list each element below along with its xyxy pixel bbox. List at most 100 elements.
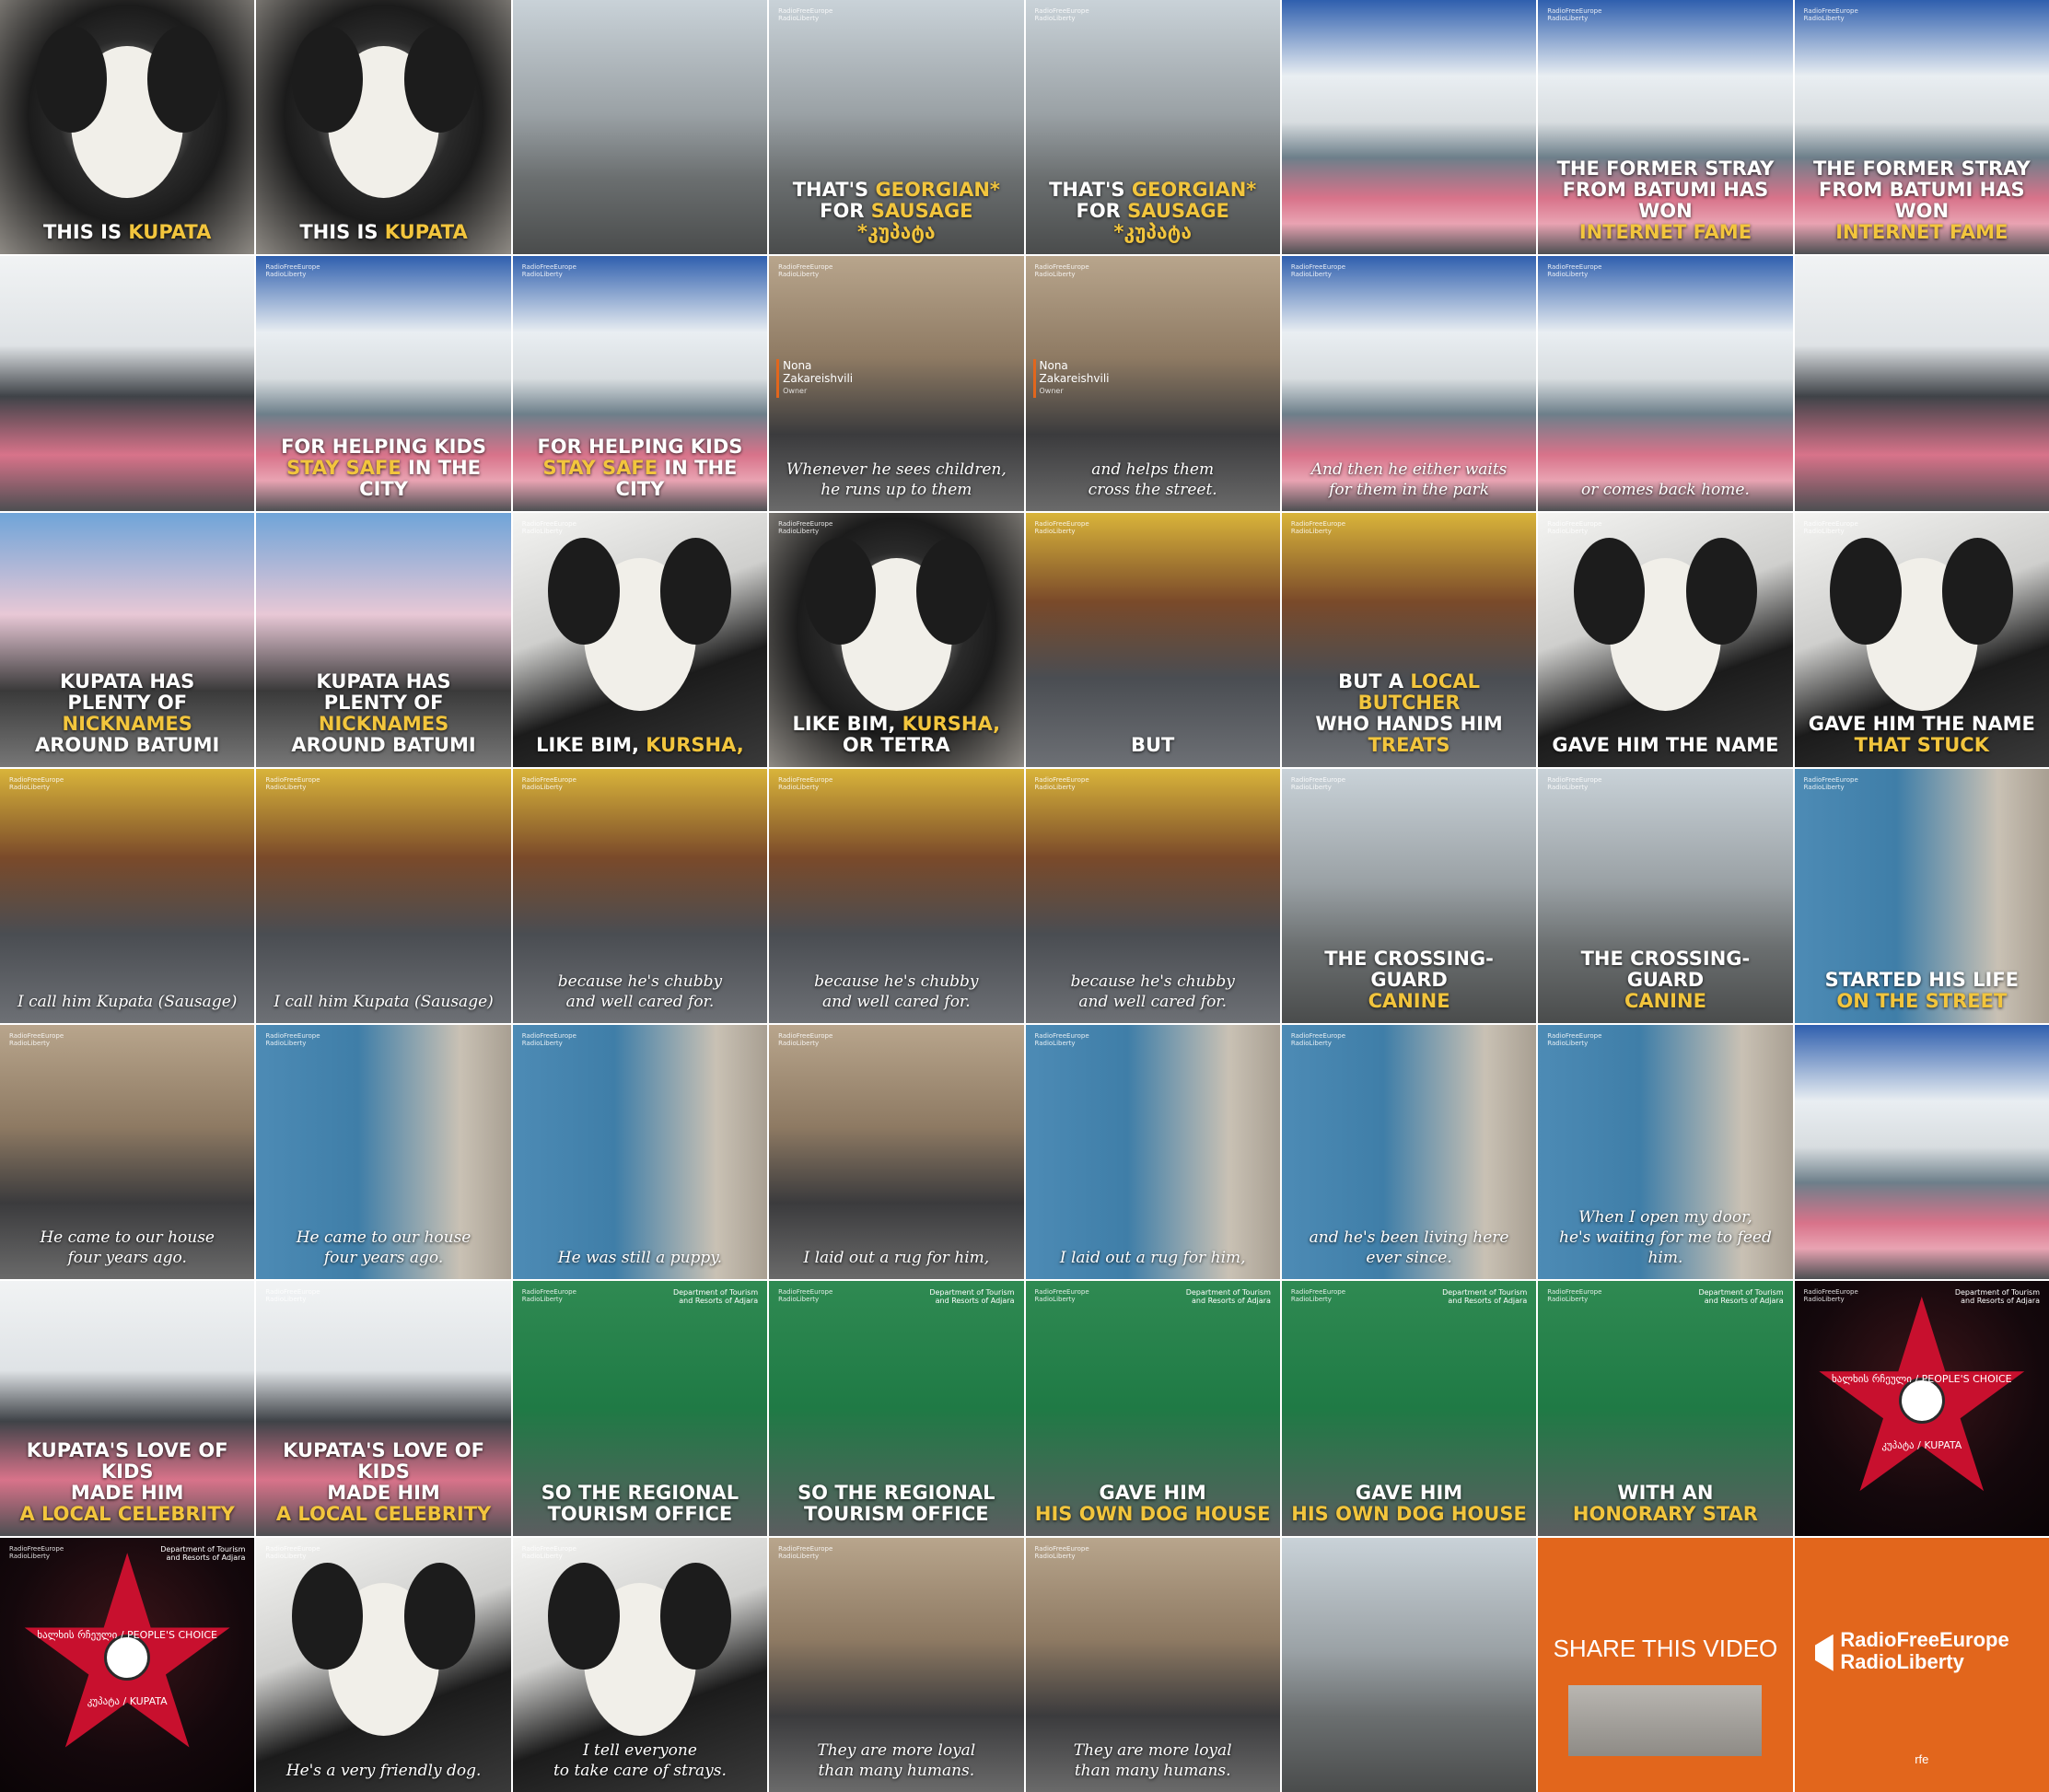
rferl-logo-icon: RadioFreeEurope RadioLiberty <box>1290 1032 1346 1048</box>
rferl-logo-icon: RadioFreeEurope RadioLiberty <box>1547 1288 1602 1304</box>
rferl-logo-icon: RadioFreeEurope RadioLiberty <box>1034 7 1089 22</box>
dog-ear-left <box>292 1563 364 1670</box>
video-frame: RadioFreeEurope RadioLiberty THE FORMER ST… <box>1538 0 1793 255</box>
rferl-logo-icon: RadioFreeEurope RadioLiberty <box>1034 263 1089 279</box>
rferl-logo-icon: RadioFreeEurope RadioLiberty <box>1547 7 1602 22</box>
video-frame: RadioFreeEurope RadioLiberty GAVE HIM THE … <box>1538 512 1793 767</box>
rferl-logo-icon: RadioFreeEurope RadioLiberty <box>1034 775 1089 791</box>
dog-ear-right <box>403 1563 476 1670</box>
speaker-name-tag: Nona Zakareishvili Owner <box>776 359 853 399</box>
share-video-thumbnail[interactable] <box>1568 1684 1763 1757</box>
rferl-logo-icon: RadioFreeEurope RadioLiberty <box>778 775 833 791</box>
frame-caption: THAT'S GEORGIAN* FOR SAUSAGE *კუპატა <box>792 179 1000 244</box>
video-frame: RadioFreeEurope RadioLiberty I tell everyo… <box>512 1537 768 1792</box>
rferl-logo-icon: RadioFreeEurope RadioLiberty <box>1034 1544 1089 1560</box>
frame-caption: BUT <box>1130 733 1175 756</box>
rferl-logo-icon: RadioFreeEurope RadioLiberty <box>1803 7 1858 22</box>
video-frame: RadioFreeEurope RadioLiberty I laid out a … <box>1025 1025 1280 1280</box>
rferl-logo-icon: RadioFreeEurope RadioLiberty <box>1290 263 1346 279</box>
video-frame: RadioFreeEurope RadioLiberty Department of… <box>769 1281 1024 1536</box>
frame-caption: STARTED HIS LIFE ON THE STREET <box>1824 969 2020 1013</box>
frame-caption: THE CROSSING-GUARD CANINE <box>1580 948 1751 1013</box>
frame-caption: THAT'S GEORGIAN* FOR SAUSAGE *კუპატა <box>1049 179 1257 244</box>
frame-caption: THE FORMER STRAY FROM BATUMI HAS WON INTER… <box>1556 157 1775 244</box>
video-frame <box>1794 256 2049 511</box>
frame-subtitle: or comes back home. <box>1581 480 1750 499</box>
rferl-logo-icon: RadioFreeEurope RadioLiberty <box>521 1544 576 1560</box>
video-frame <box>1281 0 1537 255</box>
dog-ear-right <box>660 538 732 646</box>
rferl-logo-icon: RadioFreeEurope RadioLiberty <box>1034 1032 1089 1048</box>
video-frame <box>512 0 768 255</box>
dog-ear-left <box>1573 538 1646 646</box>
frame-subtitle: I call him Kupata (Sausage) <box>17 993 238 1012</box>
frame-subtitle: He came to our house four years ago. <box>296 1228 472 1268</box>
rferl-logo-icon: RadioFreeEurope RadioLiberty <box>1547 1032 1602 1048</box>
video-frame: RadioFreeEurope RadioLiberty and he's been… <box>1281 1025 1537 1280</box>
rferl-logo-icon: RadioFreeEurope RadioLiberty <box>1803 1288 1858 1304</box>
rferl-logo-icon: RadioFreeEurope RadioLiberty <box>778 1288 833 1304</box>
frame-caption: WITH AN HONORARY STAR <box>1572 1481 1758 1525</box>
frame-caption: KUPATA HAS PLENTY OF NICKNAMES AROUND BATU… <box>291 669 476 756</box>
video-frame: RadioFreeEurope RadioLiberty Nona Zakareish… <box>769 256 1024 511</box>
frame-subtitle: He was still a puppy. <box>557 1249 723 1268</box>
video-frame: RadioFreeEurope RadioLiberty He came to ou… <box>256 1025 511 1280</box>
rferl-logo-icon: RadioFreeEurope RadioLiberty <box>778 1032 833 1048</box>
video-frame: RadioFreeEurope RadioLiberty FOR HELPING K… <box>512 256 768 511</box>
video-frame: RadioFreeEurope RadioLiberty LIKE BIM, KUR… <box>512 512 768 767</box>
frame-subtitle: He came to our house four years ago. <box>40 1228 215 1268</box>
department-credit: Department of Tourism and Resorts of Adja… <box>929 1288 1015 1306</box>
frame-subtitle: I tell everyone to take care of strays. <box>553 1740 727 1780</box>
frame-subtitle: because he's chubby and well cared for. <box>1070 972 1235 1012</box>
video-frame: RadioFreeEurope RadioLiberty I call him Ku… <box>256 768 511 1024</box>
video-frame: RadioFreeEurope RadioLiberty FOR HELPING K… <box>256 256 511 511</box>
rferl-logo-icon: RadioFreeEurope RadioLiberty <box>9 1032 64 1048</box>
star-title: ხალხის რჩეული / PEOPLE'S CHOICE <box>1832 1372 2012 1385</box>
share-video-text[interactable]: SHARE THIS VIDEO <box>1553 1634 1778 1662</box>
frame-caption: KUPATA'S LOVE OF KIDS MADE HIM A LOCAL CEL… <box>275 1438 492 1525</box>
video-frame <box>1794 1025 2049 1280</box>
video-frame: RadioFreeEurope RadioLiberty THE FORMER ST… <box>1794 0 2049 255</box>
frame-caption: GAVE HIM THE NAME <box>1552 733 1779 756</box>
paw-print-icon <box>1898 1378 1945 1425</box>
frame-subtitle: and helps them cross the street. <box>1088 460 1217 499</box>
dog-ear-right <box>147 25 219 133</box>
video-frame: RadioFreeEurope RadioLiberty And then he e… <box>1281 256 1537 511</box>
rferl-logo-icon: RadioFreeEurope RadioLiberty <box>9 775 64 791</box>
frame-subtitle: They are more loyal than many humans. <box>817 1740 976 1780</box>
video-frame: THIS IS KUPATA <box>256 0 511 255</box>
rferl-logo-icon: RadioFreeEurope RadioLiberty <box>778 1544 833 1560</box>
rferl-logo-icon: RadioFreeEurope RadioLiberty <box>265 775 320 791</box>
video-frame: RadioFreeEurope RadioLiberty Department of… <box>1281 1281 1537 1536</box>
video-frame: RadioFreeEurope RadioLiberty KUPATA'S LOVE… <box>256 1281 511 1536</box>
video-frame: RadioFreeEurope RadioLiberty THE CROSSING-… <box>1281 768 1537 1024</box>
frame-caption: SO THE REGIONAL TOURISM OFFICE <box>797 1481 995 1525</box>
rferl-logo-icon: RadioFreeEurope RadioLiberty <box>9 1544 64 1560</box>
video-frame <box>1281 1537 1537 1792</box>
speaker-role: Owner <box>1039 387 1064 396</box>
rferl-logo-icon: RadioFreeEurope RadioLiberty <box>521 263 576 279</box>
frame-caption: LIKE BIM, KURSHA, OR TETRA <box>792 712 1001 756</box>
star-title: ხალხის რჩეული / PEOPLE'S CHOICE <box>37 1629 217 1642</box>
rferl-small-mark: rfe <box>1915 1751 1929 1766</box>
rferl-wordmark: RadioFreeEurope RadioLiberty <box>1840 1628 2009 1674</box>
department-credit: Department of Tourism and Resorts of Adja… <box>1698 1288 1784 1306</box>
department-credit: Department of Tourism and Resorts of Adja… <box>1185 1288 1271 1306</box>
video-frame: RadioFreeEurope RadioLiberty He came to ou… <box>0 1025 255 1280</box>
video-frame: RadioFreeEurope RadioLiberty STARTED HIS L… <box>1794 768 2049 1024</box>
speaker-role: Owner <box>783 387 808 396</box>
video-frame: RadioFreeEurope RadioLiberty When I open m… <box>1538 1025 1793 1280</box>
rferl-logo-icon: RadioFreeEurope RadioLiberty <box>1803 519 1858 535</box>
rferl-logo-icon: RadioFreeEurope RadioLiberty <box>265 1544 320 1560</box>
frame-subtitle: because he's chubby and well cared for. <box>814 972 979 1012</box>
video-frame: RadioFreeEurope RadioLiberty BUT A LOCAL B… <box>1281 512 1537 767</box>
frame-caption: THE CROSSING-GUARD CANINE <box>1324 948 1494 1013</box>
frame-caption: THE FORMER STRAY FROM BATUMI HAS WON INTER… <box>1812 157 2031 244</box>
frame-caption: KUPATA HAS PLENTY OF NICKNAMES AROUND BATU… <box>35 669 220 756</box>
dog-ear-right <box>1685 538 1757 646</box>
dog-ear-right <box>660 1563 732 1670</box>
rferl-logo-icon: RadioFreeEurope RadioLiberty <box>265 1032 320 1048</box>
frame-caption: BUT A LOCAL BUTCHER WHO HANDS HIM TREATS <box>1315 669 1503 756</box>
frame-subtitle: When I open my door, he's waiting for me … <box>1559 1208 1772 1268</box>
